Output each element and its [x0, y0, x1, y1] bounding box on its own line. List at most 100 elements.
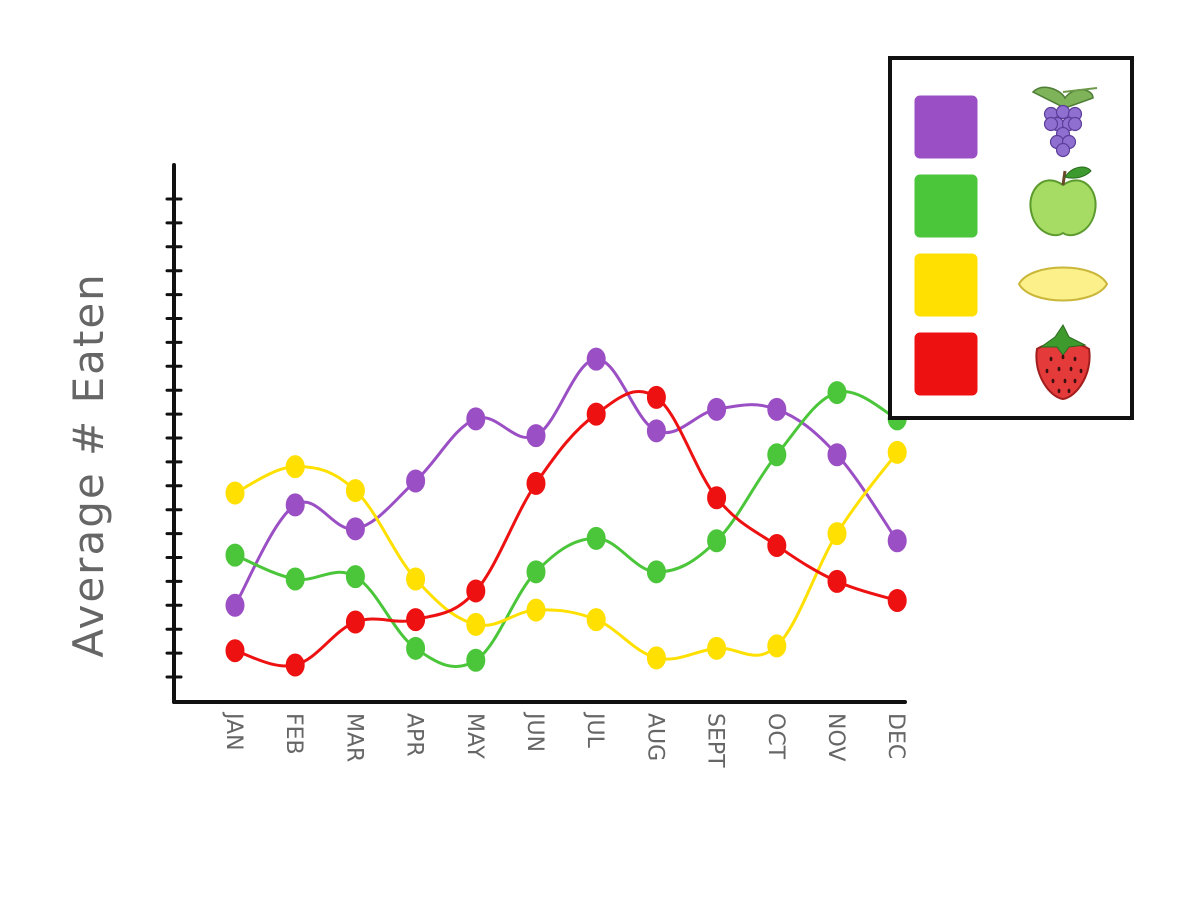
data-point — [887, 440, 907, 464]
data-point — [406, 469, 426, 493]
x-tick-label: DEC — [883, 713, 908, 759]
grape — [1055, 142, 1071, 158]
data-point — [345, 479, 365, 503]
data-point — [586, 402, 606, 426]
data-point — [526, 560, 546, 584]
series-layer — [225, 347, 907, 677]
axes — [172, 163, 907, 704]
legend-swatch — [914, 95, 978, 159]
data-point — [827, 443, 847, 467]
data-point — [646, 385, 666, 409]
data-point — [827, 522, 847, 546]
data-point — [767, 443, 787, 467]
x-tick-label: OCT — [763, 713, 788, 760]
data-point — [827, 569, 847, 593]
lemon-body — [1017, 266, 1109, 302]
data-point — [887, 589, 907, 613]
x-tick-label: APR — [402, 713, 427, 757]
data-point — [345, 610, 365, 634]
data-point — [767, 397, 787, 421]
apple-body — [1029, 179, 1097, 237]
x-tick-labels: JAN FEB MAR APR MAY JUN JUL AUG SEPT OCT NOV DEC — [221, 711, 908, 768]
series-group — [225, 385, 907, 677]
grape — [1043, 116, 1059, 132]
data-point — [285, 653, 305, 677]
series-line — [233, 390, 899, 668]
data-point — [225, 543, 245, 567]
x-tick-label: FEB — [281, 713, 306, 755]
seed — [1061, 354, 1065, 360]
legend-swatch — [914, 174, 978, 238]
series-group — [225, 440, 907, 670]
data-point — [526, 424, 546, 448]
stem — [1062, 87, 1098, 93]
data-point — [406, 636, 426, 660]
data-point — [767, 634, 787, 658]
leaves — [1039, 324, 1087, 356]
seed — [1063, 378, 1067, 384]
seed — [1067, 388, 1071, 394]
x-tick-label: JUN — [522, 711, 547, 752]
seed — [1051, 378, 1055, 384]
x-tick-label: MAY — [462, 713, 487, 759]
data-point — [707, 636, 727, 660]
seed — [1045, 368, 1049, 374]
stem — [1061, 170, 1067, 186]
grape — [1067, 116, 1083, 132]
data-point — [466, 407, 486, 431]
data-point — [466, 579, 486, 603]
data-point — [526, 471, 546, 495]
data-point — [707, 397, 727, 421]
data-point — [646, 419, 666, 443]
data-point — [707, 486, 727, 510]
data-point — [586, 608, 606, 632]
series-line — [233, 357, 899, 607]
lemon-icon — [1017, 266, 1109, 302]
legend — [888, 56, 1134, 420]
seed — [1073, 356, 1077, 362]
x-tick-label: NOV — [823, 713, 848, 761]
data-point — [285, 567, 305, 591]
series-group — [225, 381, 907, 672]
data-point — [285, 493, 305, 517]
data-point — [646, 560, 666, 584]
grape — [1055, 104, 1071, 120]
legend-swatch — [914, 253, 978, 317]
data-point — [586, 347, 606, 371]
x-tick-label: MAR — [341, 713, 366, 762]
data-point — [406, 567, 426, 591]
series-line — [233, 390, 899, 669]
seed — [1057, 388, 1061, 394]
legend-item — [914, 324, 1091, 401]
data-point — [767, 534, 787, 558]
data-point — [586, 526, 606, 550]
data-point — [225, 481, 245, 505]
legend-swatch — [914, 332, 978, 396]
legend-item — [914, 253, 1109, 317]
data-point — [827, 381, 847, 405]
data-point — [225, 593, 245, 617]
series-line — [233, 450, 899, 661]
series-group — [225, 347, 907, 617]
data-point — [887, 529, 907, 553]
data-point — [466, 648, 486, 672]
leaf — [1064, 166, 1092, 179]
x-tick-label: SEPT — [703, 713, 728, 768]
seed — [1073, 378, 1077, 384]
y-axis-title-group: Average # Eaten — [64, 272, 113, 658]
data-point — [285, 455, 305, 479]
data-point — [406, 608, 426, 632]
legend-item — [914, 86, 1098, 159]
green-apple-icon — [1029, 166, 1097, 237]
seed — [1079, 368, 1083, 374]
legend-item — [914, 166, 1097, 238]
strawberry-icon — [1035, 324, 1091, 401]
data-point — [225, 639, 245, 663]
x-tick-label: AUG — [642, 713, 667, 761]
data-point — [466, 612, 486, 636]
data-point — [345, 517, 365, 541]
y-ticks — [165, 197, 183, 679]
x-tick-label: JUL — [582, 711, 607, 749]
data-point — [646, 646, 666, 670]
